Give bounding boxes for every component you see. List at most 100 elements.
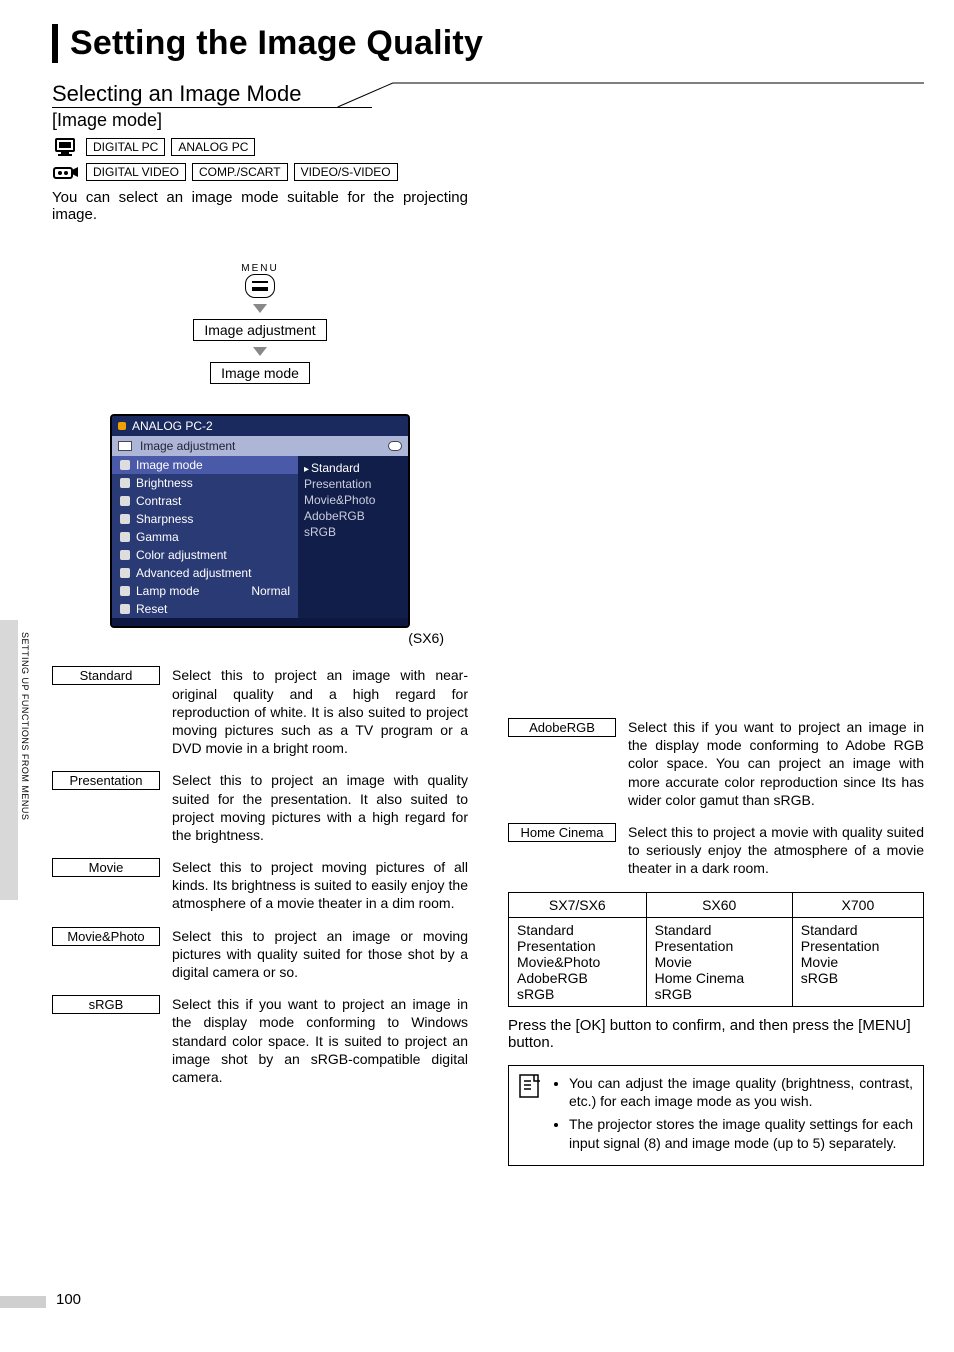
mode-description: Select this to project moving pictures o… [172, 858, 468, 913]
mode-label-box: Home Cinema [508, 823, 616, 842]
left-column: [Image mode] DIGITAL PC ANALOG PC DIGITA… [52, 108, 468, 1166]
mode-label-box: Movie [52, 858, 160, 877]
mode-description: Select this to project a movie with qual… [628, 823, 924, 878]
table-value: Movie&Photo [517, 954, 638, 970]
osd-option: AdobeRGB [304, 508, 402, 524]
osd-item-label: Reset [136, 602, 167, 616]
mode-description: Select this to project an image with qua… [172, 771, 468, 844]
osd-item-label: Image mode [136, 458, 203, 472]
side-tab-bar [0, 620, 18, 900]
model-support-table: SX7/SX6 SX60 X700 StandardPresentationMo… [508, 892, 924, 1007]
table-cell: StandardPresentationMovie&PhotoAdobeRGBs… [509, 917, 647, 1006]
table-value: sRGB [655, 986, 784, 1002]
menu-button-icon [245, 274, 275, 298]
osd-item-value: Normal [251, 584, 290, 598]
mode-definitions-left: Standard Select this to project an image … [52, 666, 468, 1086]
table-header: X700 [792, 892, 923, 917]
mode-definition-row: AdobeRGB Select this if you want to proje… [508, 718, 924, 809]
tips-box: You can adjust the image quality (bright… [508, 1065, 924, 1167]
input-chip-digital-video: DIGITAL VIDEO [86, 163, 186, 181]
osd-footer [112, 618, 408, 626]
page-number-bar [0, 1296, 46, 1308]
osd-item-label: Color adjustment [136, 548, 227, 562]
mode-label-box: AdobeRGB [508, 718, 616, 737]
osd-item-icon [120, 460, 130, 470]
osd-option: Presentation [304, 476, 402, 492]
video-icon [52, 164, 80, 180]
osd-item-label: Advanced adjustment [136, 566, 251, 580]
arrow-down-icon [253, 347, 267, 356]
tip-item: You can adjust the image quality (bright… [569, 1074, 913, 1112]
table-value: Movie [801, 954, 915, 970]
table-value: Standard [655, 922, 784, 938]
mode-description: Select this if you want to project an im… [172, 995, 468, 1086]
osd-title-text: ANALOG PC-2 [132, 419, 213, 433]
page-title: Setting the Image Quality [70, 24, 924, 63]
osd-option: Standard [304, 460, 402, 476]
osd-item-icon [120, 604, 130, 614]
osd-option: sRGB [304, 524, 402, 540]
osd-indicator-icon [118, 422, 126, 430]
pc-icon [52, 137, 80, 157]
right-column: AdobeRGB Select this if you want to proje… [508, 108, 924, 1166]
input-chip-comp-scart: COMP./SCART [192, 163, 288, 181]
table-value: Presentation [517, 938, 638, 954]
osd-menu-item: Lamp modeNormal [112, 582, 298, 600]
osd-item-label: Sharpness [136, 512, 193, 526]
input-chip-digital-pc: DIGITAL PC [86, 138, 165, 156]
mode-label-box: sRGB [52, 995, 160, 1014]
tip-item: The projector stores the image quality s… [569, 1115, 913, 1153]
mode-description: Select this to project an image with nea… [172, 666, 468, 757]
pc-inputs-row: DIGITAL PC ANALOG PC [52, 137, 468, 157]
mode-definition-row: Standard Select this to project an image … [52, 666, 468, 757]
press-note: Press the [OK] button to confirm, and th… [508, 1017, 924, 1051]
arrow-down-icon [253, 304, 267, 313]
table-cell: StandardPresentationMovieHome CinemasRGB [646, 917, 792, 1006]
tips-list: You can adjust the image quality (bright… [551, 1074, 913, 1158]
osd-menu-item: Advanced adjustment [112, 564, 298, 582]
nav-step-2: Image mode [210, 362, 310, 384]
mode-definitions-right: AdobeRGB Select this if you want to proje… [508, 718, 924, 878]
mode-label-box: Movie&Photo [52, 927, 160, 946]
osd-tab-bar: Image adjustment [112, 436, 408, 456]
title-block: Setting the Image Quality [52, 24, 924, 63]
mode-label-box: Presentation [52, 771, 160, 790]
osd-menu-item: Reset [112, 600, 298, 618]
menu-nav-diagram: MENU Image adjustment Image mode [52, 263, 468, 384]
table-value: Standard [801, 922, 915, 938]
table-header: SX7/SX6 [509, 892, 647, 917]
osd-title-bar: ANALOG PC-2 [112, 416, 408, 436]
osd-tab-label: Image adjustment [140, 439, 235, 453]
osd-menu-item: Color adjustment [112, 546, 298, 564]
osd-menu-item: Sharpness [112, 510, 298, 528]
osd-menu-item: Image mode [112, 456, 298, 474]
table-header: SX60 [646, 892, 792, 917]
table-value: Presentation [801, 938, 915, 954]
section-heading: Selecting an Image Mode [52, 81, 372, 108]
input-chip-analog-pc: ANALOG PC [171, 138, 255, 156]
table-value: Movie [655, 954, 784, 970]
osd-item-icon [120, 550, 130, 560]
section-sub-label: [Image mode] [52, 110, 468, 131]
osd-item-icon [120, 478, 130, 488]
mode-definition-row: sRGB Select this if you want to project a… [52, 995, 468, 1086]
note-icon [519, 1074, 541, 1100]
table-cell: StandardPresentationMoviesRGB [792, 917, 923, 1006]
osd-tab-right-icon [388, 441, 402, 451]
mode-description: Select this if you want to project an im… [628, 718, 924, 809]
osd-menu-item: Gamma [112, 528, 298, 546]
input-chip-video-svideo: VIDEO/S-VIDEO [294, 163, 398, 181]
osd-caption: (SX6) [52, 630, 468, 646]
table-value: sRGB [517, 986, 638, 1002]
mode-definition-row: Presentation Select this to project an im… [52, 771, 468, 844]
osd-item-label: Contrast [136, 494, 181, 508]
osd-screenshot: ANALOG PC-2 Image adjustment Image mode B… [110, 414, 410, 628]
osd-tab-icon [118, 441, 132, 451]
mode-label-box: Standard [52, 666, 160, 685]
osd-item-icon [120, 532, 130, 542]
osd-item-label: Brightness [136, 476, 193, 490]
side-tab-label: SETTING UP FUNCTIONS FROM MENUS [20, 632, 30, 820]
mode-definition-row: Movie Select this to project moving pictu… [52, 858, 468, 913]
table-value: Home Cinema [655, 970, 784, 986]
nav-step-1: Image adjustment [193, 319, 326, 341]
